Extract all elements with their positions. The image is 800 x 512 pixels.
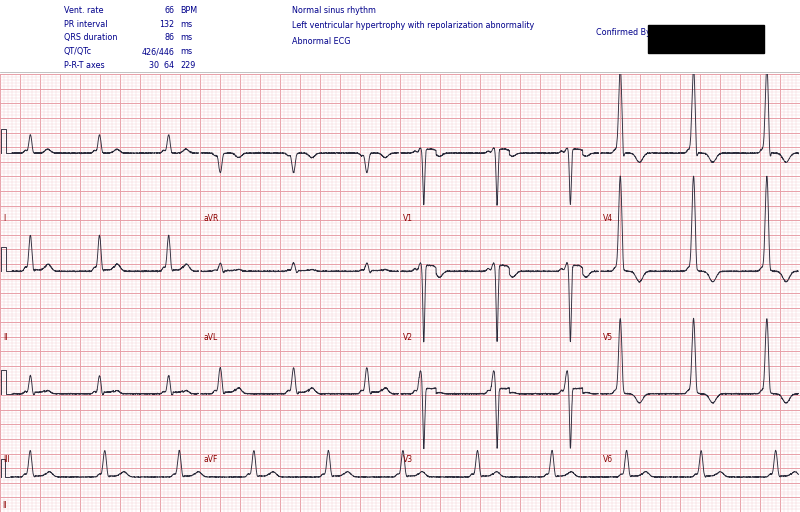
Text: V2: V2 — [403, 332, 413, 342]
Text: BPM: BPM — [180, 6, 197, 15]
Text: ms: ms — [180, 47, 192, 56]
Text: Normal sinus rhythm: Normal sinus rhythm — [292, 6, 376, 15]
Text: Vent. rate: Vent. rate — [64, 6, 103, 15]
Text: P-R-T axes: P-R-T axes — [64, 61, 105, 70]
Text: I: I — [3, 215, 6, 223]
Text: 86: 86 — [165, 33, 174, 42]
Text: 229: 229 — [180, 61, 195, 70]
Text: II: II — [2, 501, 7, 510]
Text: aVF: aVF — [203, 455, 218, 464]
Bar — [648, 25, 764, 53]
Text: V6: V6 — [603, 455, 614, 464]
Text: QT/QTc: QT/QTc — [64, 47, 92, 56]
Text: Confirmed By:: Confirmed By: — [596, 28, 653, 37]
Text: III: III — [3, 455, 10, 464]
Text: PR interval: PR interval — [64, 19, 107, 29]
Text: aVL: aVL — [203, 332, 218, 342]
Text: 30  64: 30 64 — [150, 61, 174, 70]
Text: QRS duration: QRS duration — [64, 33, 118, 42]
Text: 66: 66 — [165, 6, 174, 15]
Text: V1: V1 — [403, 215, 413, 223]
Text: II: II — [3, 332, 8, 342]
Text: V5: V5 — [603, 332, 614, 342]
Text: aVR: aVR — [203, 215, 218, 223]
Text: V3: V3 — [403, 455, 414, 464]
Text: 132: 132 — [159, 19, 174, 29]
Text: V4: V4 — [603, 215, 614, 223]
Text: 426/446: 426/446 — [142, 47, 174, 56]
Text: ms: ms — [180, 33, 192, 42]
Text: Abnormal ECG: Abnormal ECG — [292, 37, 350, 46]
Text: ms: ms — [180, 19, 192, 29]
Text: Left ventricular hypertrophy with repolarization abnormality: Left ventricular hypertrophy with repola… — [292, 22, 534, 30]
